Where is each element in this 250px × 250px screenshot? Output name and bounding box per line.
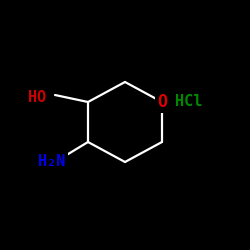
Text: HO: HO — [28, 90, 46, 106]
Text: O: O — [157, 93, 167, 111]
Text: HCl: HCl — [175, 94, 203, 110]
Text: H₂N: H₂N — [38, 154, 66, 170]
